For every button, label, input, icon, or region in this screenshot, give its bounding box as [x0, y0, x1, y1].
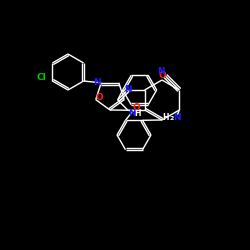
Text: H: H [162, 114, 168, 122]
Text: H: H [134, 110, 141, 118]
Text: N: N [128, 110, 136, 118]
Text: 2: 2 [169, 116, 173, 120]
Text: N: N [124, 86, 132, 94]
Text: N: N [93, 78, 101, 87]
Text: N: N [158, 66, 165, 76]
Text: Cl: Cl [36, 74, 46, 82]
Text: O: O [96, 93, 104, 102]
Text: O: O [132, 103, 140, 112]
Text: O: O [158, 70, 166, 80]
Text: N: N [174, 114, 181, 122]
